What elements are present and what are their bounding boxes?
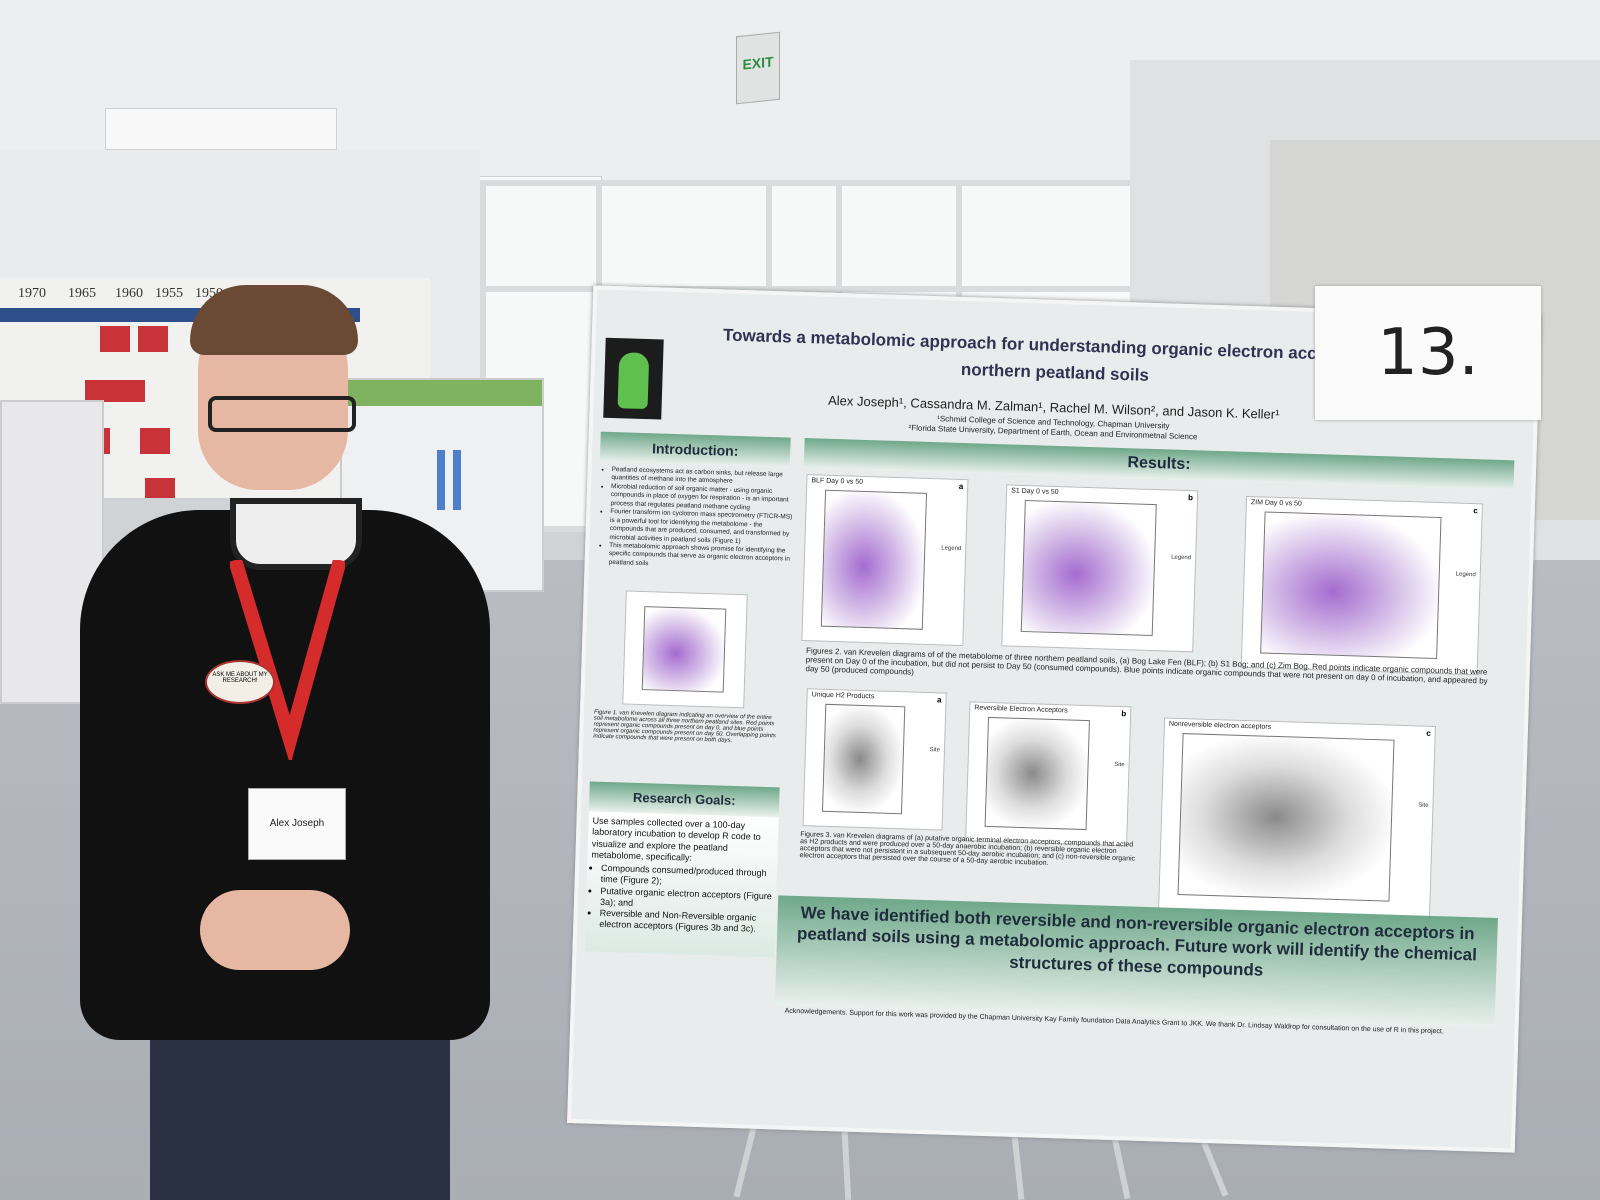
introduction-heading: Introduction: <box>599 431 791 468</box>
plot-legend: Legend <box>1455 571 1476 579</box>
exit-sign: EXIT <box>736 31 780 105</box>
timeline-year: 1960 <box>115 286 143 301</box>
glasses <box>208 396 356 432</box>
person-shirt <box>80 498 490 1040</box>
plot-letter: b <box>1187 493 1194 503</box>
poster-title: Towards a metabolomic approach for under… <box>722 325 1389 385</box>
timeline-year: 1970 <box>18 286 46 301</box>
plot-legend: Legend <box>941 545 962 553</box>
plot-title: Unique H2 Products <box>811 691 875 701</box>
plot-letter: c <box>1426 728 1431 738</box>
plot-title: BLF Day 0 vs 50 <box>811 477 864 486</box>
booth-number-card: 13. <box>1315 286 1541 420</box>
goal-bullet: Reversible and Non-Reversible organic el… <box>599 908 772 936</box>
figure-1-caption: Figure 1. van Krevelen diagram indicatin… <box>593 709 776 744</box>
figure-2c-plot: ZIM Day 0 vs 50 c Legend <box>1240 495 1483 676</box>
plot-legend: Legend <box>1171 554 1192 562</box>
research-pin: ASK ME ABOUT MY RESEARCH! <box>205 660 275 704</box>
plot-letter: c <box>1473 506 1478 516</box>
timeline-year: 1955 <box>155 286 183 301</box>
timeline-year: 1965 <box>68 286 96 301</box>
plot-title: ZIM Day 0 vs 50 <box>1250 499 1302 508</box>
goals-text: Use samples collected over a 100-day lab… <box>591 815 761 863</box>
intro-bullet: This metabolomic approach shows promise … <box>609 542 796 573</box>
figure-2a-plot: BLF Day 0 vs 50 a Legend <box>801 474 969 647</box>
plot-title: S1 Day 0 vs 50 <box>1011 487 1059 497</box>
conclusion-banner: We have identified both reversible and n… <box>774 895 1498 1028</box>
person-hair <box>190 285 358 355</box>
ceiling-light <box>105 108 337 150</box>
goals-list: Compounds consumed/produced through time… <box>589 863 773 936</box>
figure-3c-plot: Nonreversible electron acceptors c Site <box>1158 717 1436 918</box>
research-goals-body: Use samples collected over a 100-day lab… <box>584 811 779 958</box>
figure-3b-plot: Reversible Electron Acceptors b Site <box>965 701 1132 847</box>
plot-title: Nonreversible electron acceptors <box>1168 720 1272 731</box>
figure-2b-plot: S1 Day 0 vs 50 b Legend <box>1001 484 1199 653</box>
plot-legend: Site <box>1114 762 1125 769</box>
plot-letter: a <box>936 695 942 705</box>
introduction-list: Peatland ecosystems act as carbon sinks,… <box>599 466 798 573</box>
plot-legend: Site <box>929 747 941 754</box>
mascot-logo <box>603 337 664 420</box>
intro-bullet: Fourier transform ion cyclotron mass spe… <box>609 508 796 548</box>
name-badge: Alex Joseph <box>248 788 346 860</box>
plot-letter: a <box>958 481 964 492</box>
figure-3a-plot: Unique H2 Products a Site <box>802 688 947 831</box>
lanyard <box>230 560 345 760</box>
plot-title: Reversible Electron Acceptors <box>974 704 1068 715</box>
exit-sign-text: EXIT <box>742 53 774 73</box>
figure-1-plot <box>622 590 748 709</box>
plot-letter: b <box>1121 709 1127 719</box>
plot-legend: Site <box>1418 802 1429 809</box>
